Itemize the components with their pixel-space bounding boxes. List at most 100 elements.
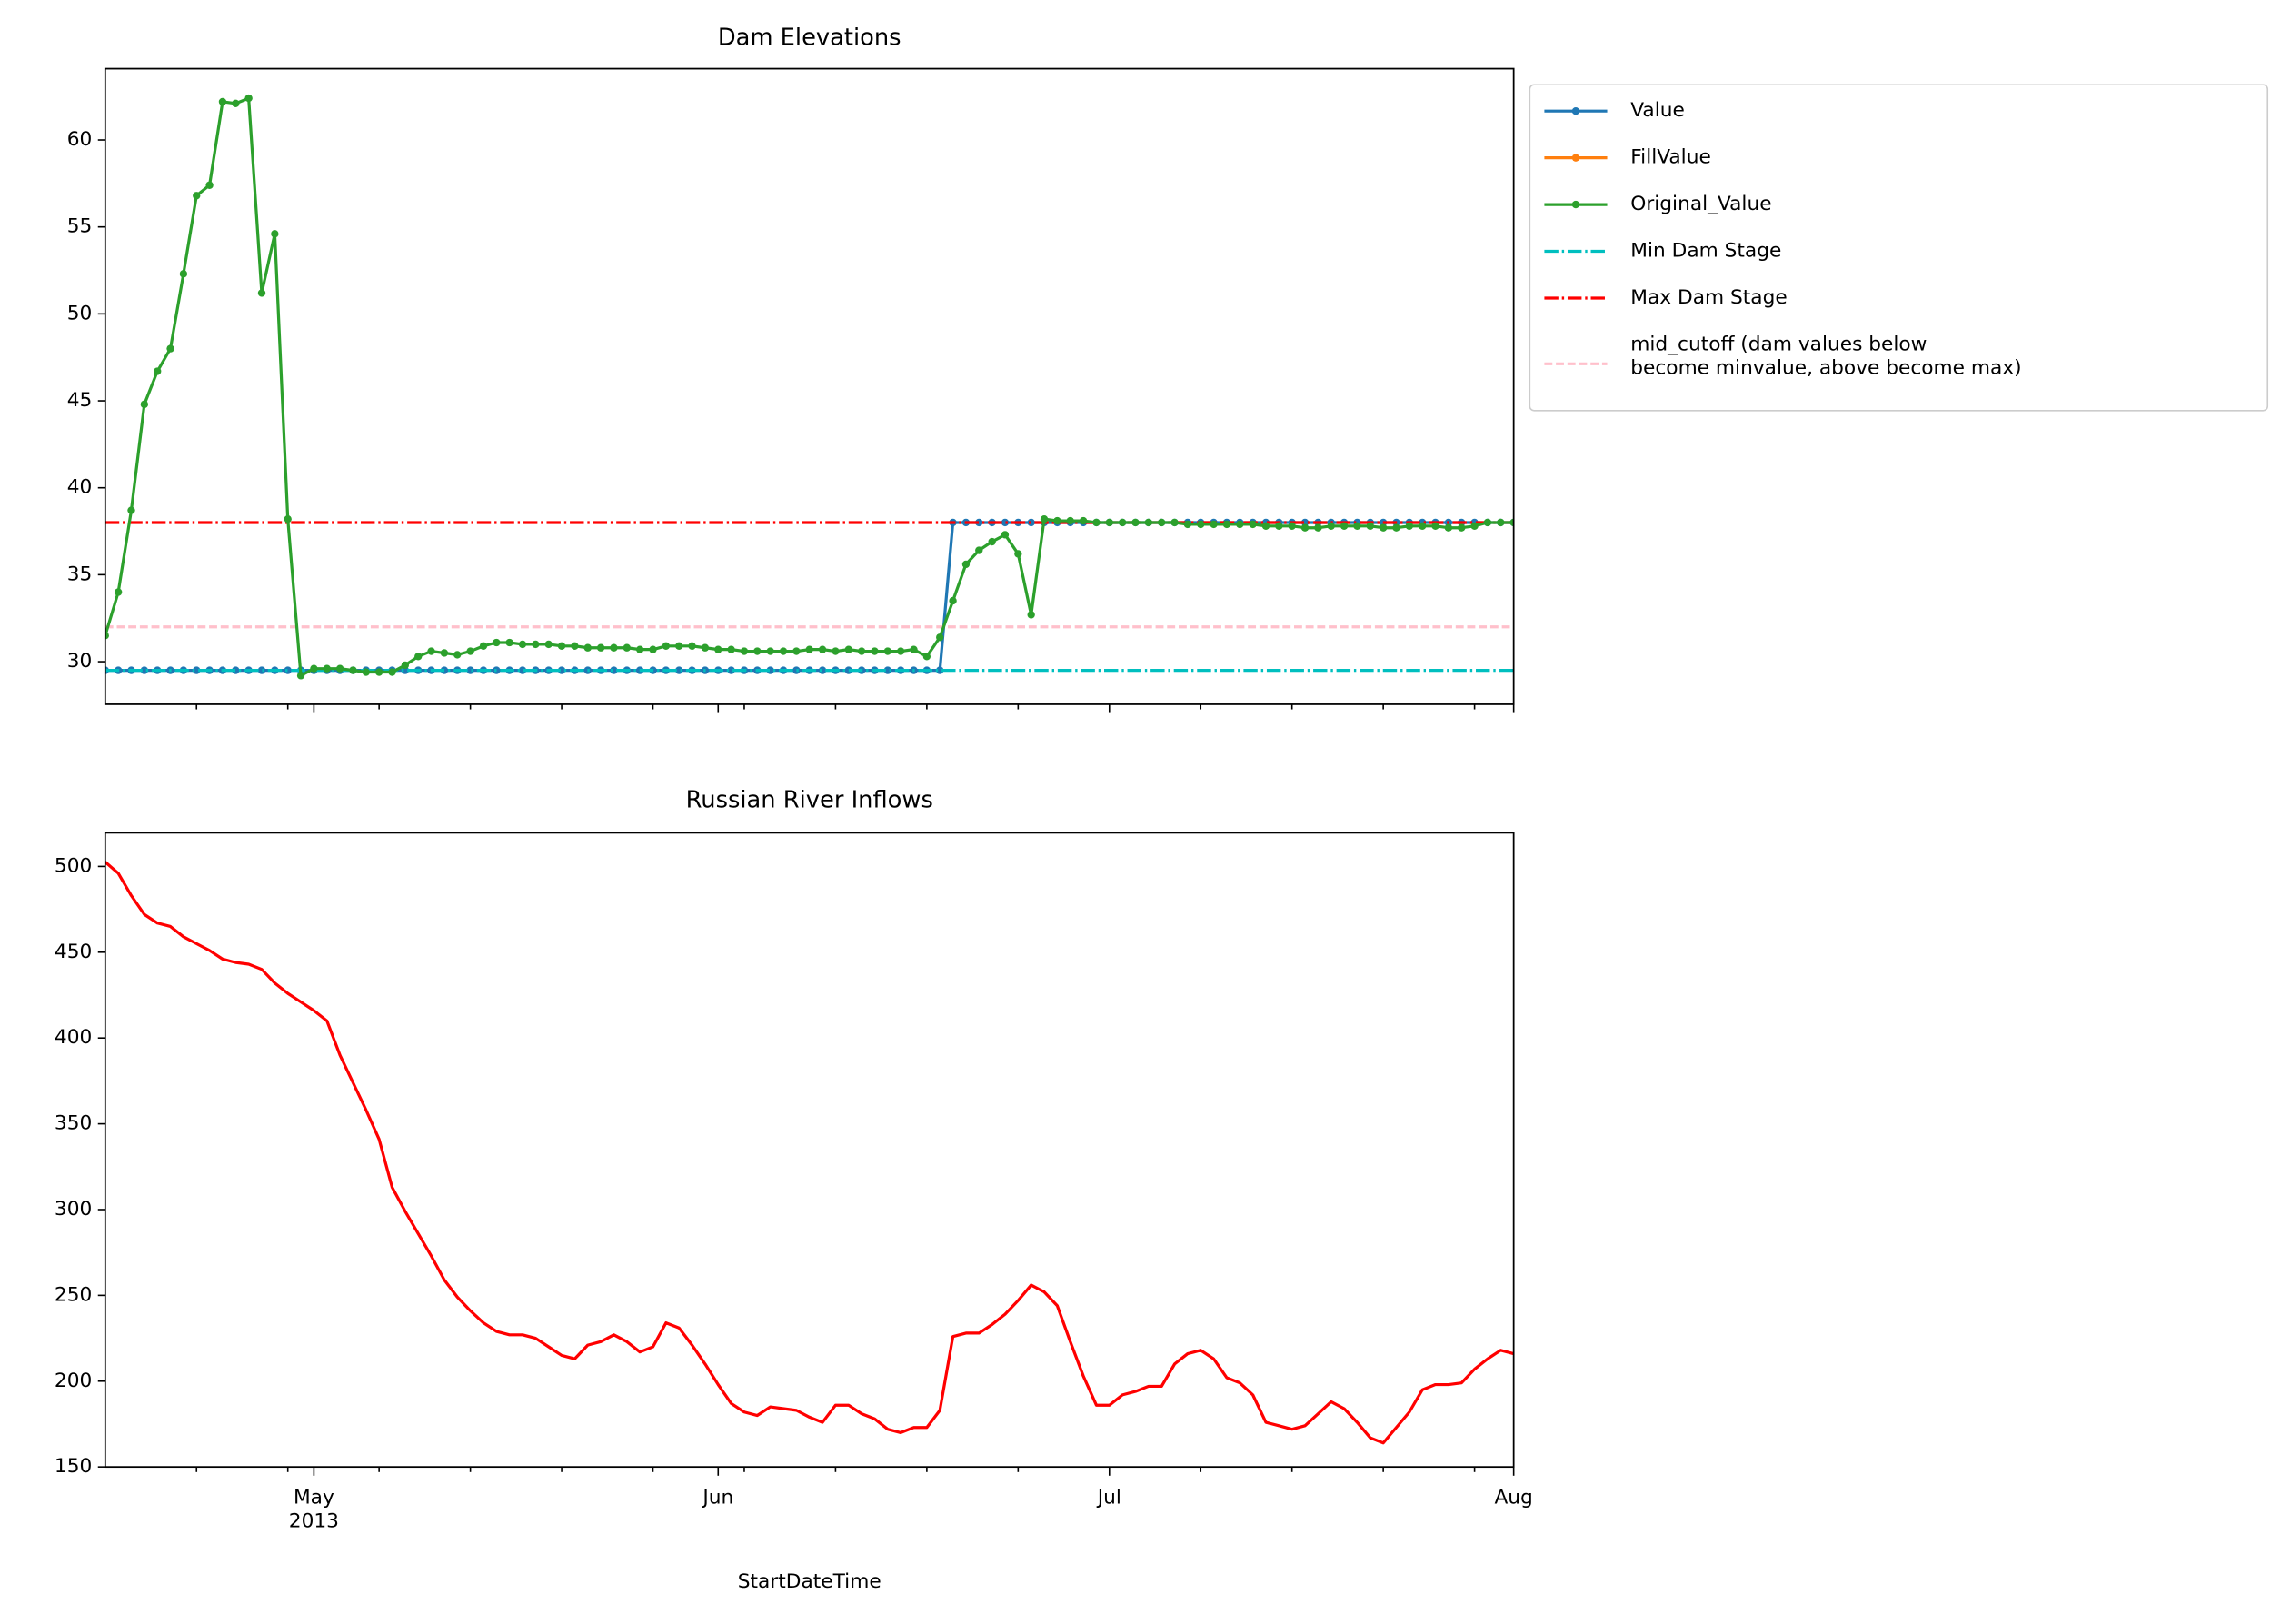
y-tick-label: 45 xyxy=(67,389,93,412)
point-marker xyxy=(779,647,788,655)
point-marker xyxy=(1079,516,1088,525)
point-marker xyxy=(114,588,123,596)
point-marker xyxy=(871,647,879,655)
point-marker xyxy=(244,94,253,103)
point-marker xyxy=(557,666,566,674)
point-marker xyxy=(1222,520,1231,529)
point-marker xyxy=(388,668,396,676)
point-marker xyxy=(1183,520,1192,529)
y-tick-label: 400 xyxy=(55,1026,92,1049)
x-axis-label: StartDateTime xyxy=(738,1570,882,1593)
legend-marker xyxy=(1571,107,1580,115)
legend: Value FillValue Original_Value Min Dam Stag… xyxy=(1529,84,2269,412)
plot-frame xyxy=(104,67,1515,705)
point-marker xyxy=(271,230,279,238)
point-marker xyxy=(1419,522,1427,530)
chart-title: Russian River Inflows xyxy=(686,787,933,814)
point-marker xyxy=(883,647,892,655)
point-marker xyxy=(675,666,683,674)
y-tick-label: 500 xyxy=(55,854,92,877)
point-marker xyxy=(179,270,188,278)
point-marker xyxy=(427,647,435,655)
point-marker xyxy=(1340,522,1349,530)
y-tick-label: 55 xyxy=(67,215,93,238)
point-marker xyxy=(753,647,762,655)
point-marker xyxy=(610,666,618,674)
point-marker xyxy=(635,645,644,653)
point-marker xyxy=(166,344,174,353)
point-marker xyxy=(154,367,162,375)
point-marker xyxy=(1158,518,1166,527)
point-marker xyxy=(1444,523,1453,532)
point-marker xyxy=(1040,514,1049,523)
point-marker xyxy=(532,640,540,649)
point-marker xyxy=(805,645,813,653)
point-marker xyxy=(910,645,918,653)
point-marker xyxy=(936,666,944,674)
point-marker xyxy=(1509,518,1514,527)
point-marker xyxy=(975,546,983,554)
y-tick-label: 300 xyxy=(55,1198,92,1220)
point-marker xyxy=(857,647,866,655)
point-marker xyxy=(105,632,109,640)
point-marker xyxy=(374,668,383,676)
point-marker xyxy=(844,666,852,674)
point-marker xyxy=(1236,520,1244,529)
legend-label: FillValue xyxy=(1630,146,1711,169)
point-marker xyxy=(557,642,566,651)
y-tick-label: 150 xyxy=(55,1455,92,1478)
point-marker xyxy=(1066,516,1074,525)
legend-label: mid_cutoff (dam values below become minva… xyxy=(1630,333,2021,379)
point-marker xyxy=(310,664,318,673)
point-marker xyxy=(975,518,983,527)
point-marker xyxy=(1027,518,1035,527)
point-marker xyxy=(961,560,971,569)
point-marker xyxy=(1001,518,1010,527)
point-marker xyxy=(479,642,488,651)
legend-label: Max Dam Stage xyxy=(1630,286,1787,309)
point-marker xyxy=(896,647,905,655)
point-marker xyxy=(844,645,852,653)
point-marker xyxy=(675,642,683,651)
point-marker xyxy=(493,638,501,647)
point-marker xyxy=(1001,531,1010,539)
point-marker xyxy=(571,642,579,651)
point-marker xyxy=(466,647,474,655)
point-marker xyxy=(362,668,370,676)
point-marker xyxy=(1458,523,1466,532)
point-marker xyxy=(727,666,735,674)
point-marker xyxy=(1170,518,1179,527)
point-marker xyxy=(1131,518,1140,527)
point-marker xyxy=(205,181,214,189)
point-marker xyxy=(1366,522,1374,530)
point-marker xyxy=(505,638,513,647)
y-tick-label: 30 xyxy=(67,650,93,673)
point-marker xyxy=(218,97,227,106)
point-marker xyxy=(296,672,305,680)
point-marker xyxy=(323,664,331,673)
point-marker xyxy=(1027,611,1035,619)
point-marker xyxy=(610,643,618,652)
y-tick-label: 450 xyxy=(55,941,92,963)
point-marker xyxy=(544,640,553,649)
point-marker xyxy=(1392,523,1400,532)
point-marker xyxy=(662,642,671,651)
point-marker xyxy=(883,666,892,674)
point-marker xyxy=(466,666,474,674)
point-marker xyxy=(1249,520,1257,529)
point-marker xyxy=(792,647,801,655)
legend-label: Value xyxy=(1630,99,1685,122)
x-tick-label: Aug xyxy=(1494,1486,1532,1509)
point-marker xyxy=(335,664,344,673)
y-tick-label: 200 xyxy=(55,1370,92,1392)
point-marker xyxy=(232,666,240,674)
point-marker xyxy=(1314,523,1322,532)
legend-frame xyxy=(1529,84,2269,412)
point-marker xyxy=(1014,550,1022,558)
point-marker xyxy=(727,645,735,653)
point-marker xyxy=(453,651,462,659)
point-marker xyxy=(688,642,696,651)
point-marker xyxy=(193,192,201,200)
plot-area xyxy=(105,94,1514,680)
y-tick-label: 50 xyxy=(67,302,93,324)
